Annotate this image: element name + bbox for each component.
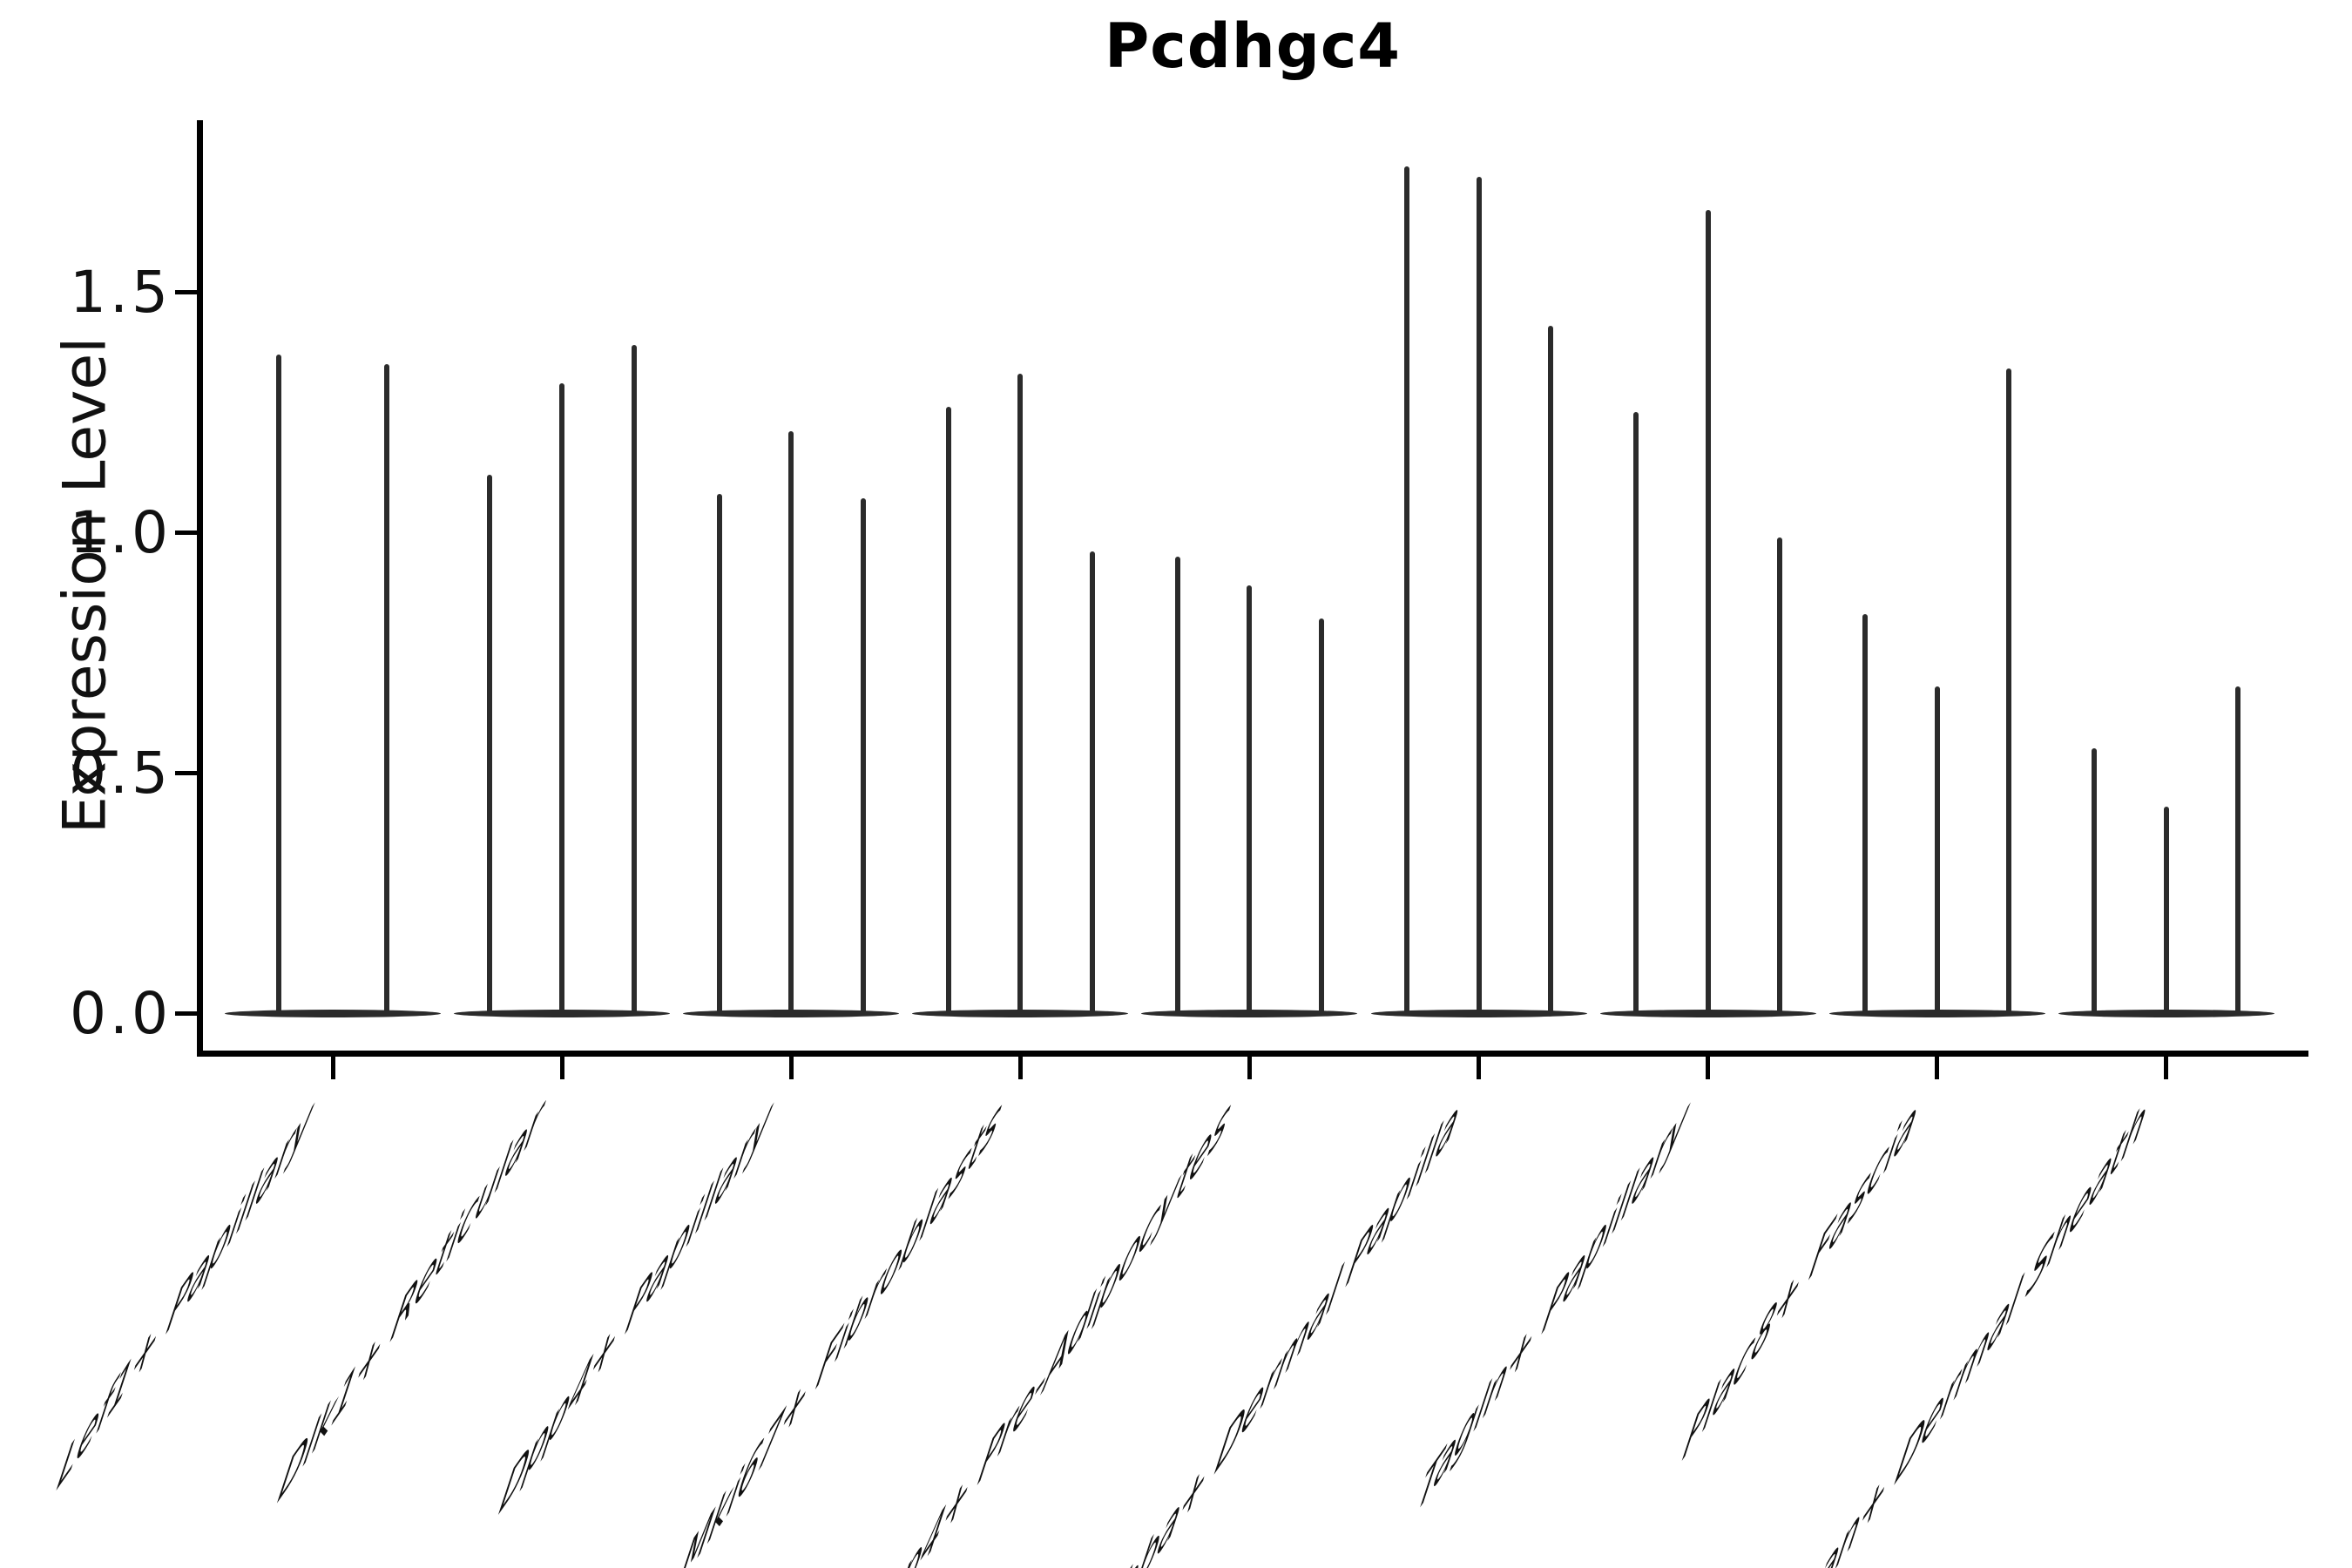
x-tick: [559, 1057, 564, 1079]
y-tick: [175, 770, 197, 775]
violin-base: [683, 1009, 900, 1017]
x-category-label: Inhba+ Dermal Papilla: [1078, 1082, 1467, 1568]
violin-base: [1141, 1009, 1358, 1017]
x-tick: [1935, 1057, 1940, 1079]
violin-spike: [860, 498, 866, 1013]
violin-spike: [276, 354, 281, 1013]
violin-spike: [631, 344, 637, 1013]
x-category-label: Dlk1+ Reticular: [272, 1082, 551, 1518]
violin-spike: [1174, 556, 1180, 1013]
violin-spike: [487, 474, 493, 1013]
violin-spike: [788, 431, 794, 1013]
y-tick-label: 1.5: [70, 258, 172, 326]
y-axis-line: [197, 120, 203, 1057]
x-tick: [1247, 1057, 1252, 1079]
violin-spike: [1862, 613, 1869, 1013]
violin-spike: [2006, 368, 2012, 1013]
violin-spike: [1777, 537, 1783, 1013]
violin-base: [1599, 1009, 1816, 1017]
violin-spike: [1247, 585, 1253, 1013]
violin-base: [912, 1009, 1129, 1017]
violin-spike: [1319, 618, 1325, 1013]
x-category-label: Lef1+ Papillary: [51, 1082, 321, 1506]
y-tick-label: 0.5: [70, 739, 172, 807]
x-tick: [1477, 1057, 1481, 1079]
violin-spike: [2235, 686, 2241, 1013]
x-category-label: Plac8+ Fascia: [1677, 1082, 1925, 1476]
violin-base: [454, 1009, 671, 1017]
violin-spike: [1017, 373, 1024, 1013]
y-tick-label: 0.0: [70, 979, 172, 1047]
y-tick: [175, 530, 197, 535]
x-axis-line: [197, 1051, 2308, 1057]
violin-base: [2058, 1009, 2274, 1017]
y-tick: [175, 1010, 197, 1016]
violin-spike: [716, 493, 722, 1013]
x-category-label: Acan+ Dermal Sheath: [1768, 1082, 2154, 1568]
violin-spike: [1632, 412, 1639, 1013]
x-tick: [1017, 1057, 1023, 1079]
x-category-label: Dpp4+ Papillary: [493, 1082, 780, 1530]
y-tick-label: 1.0: [70, 498, 172, 566]
violin-spike: [1705, 210, 1711, 1013]
violin-spike: [1934, 686, 1940, 1013]
x-tick: [330, 1057, 335, 1079]
violin-spike: [2092, 748, 2098, 1013]
x-tick: [788, 1057, 794, 1079]
violin-spike: [1548, 325, 1554, 1013]
chart-title: Pcdhgc4: [1104, 10, 1402, 82]
violin-spike: [1476, 176, 1482, 1013]
violin-spike: [1403, 166, 1409, 1013]
x-tick: [1706, 1057, 1711, 1079]
violin-base: [1828, 1009, 2045, 1017]
violin-spike: [1089, 551, 1095, 1013]
violin-spike: [2163, 806, 2169, 1013]
x-category-label: Tagln+ Papillary: [1410, 1082, 1696, 1530]
violin-base: [1370, 1009, 1587, 1017]
x-tick: [2164, 1057, 2169, 1079]
violin-spike: [945, 407, 951, 1013]
y-tick: [175, 289, 197, 294]
violin-base: [225, 1009, 441, 1017]
violin-spike: [559, 382, 565, 1013]
violin-spike: [384, 363, 389, 1013]
